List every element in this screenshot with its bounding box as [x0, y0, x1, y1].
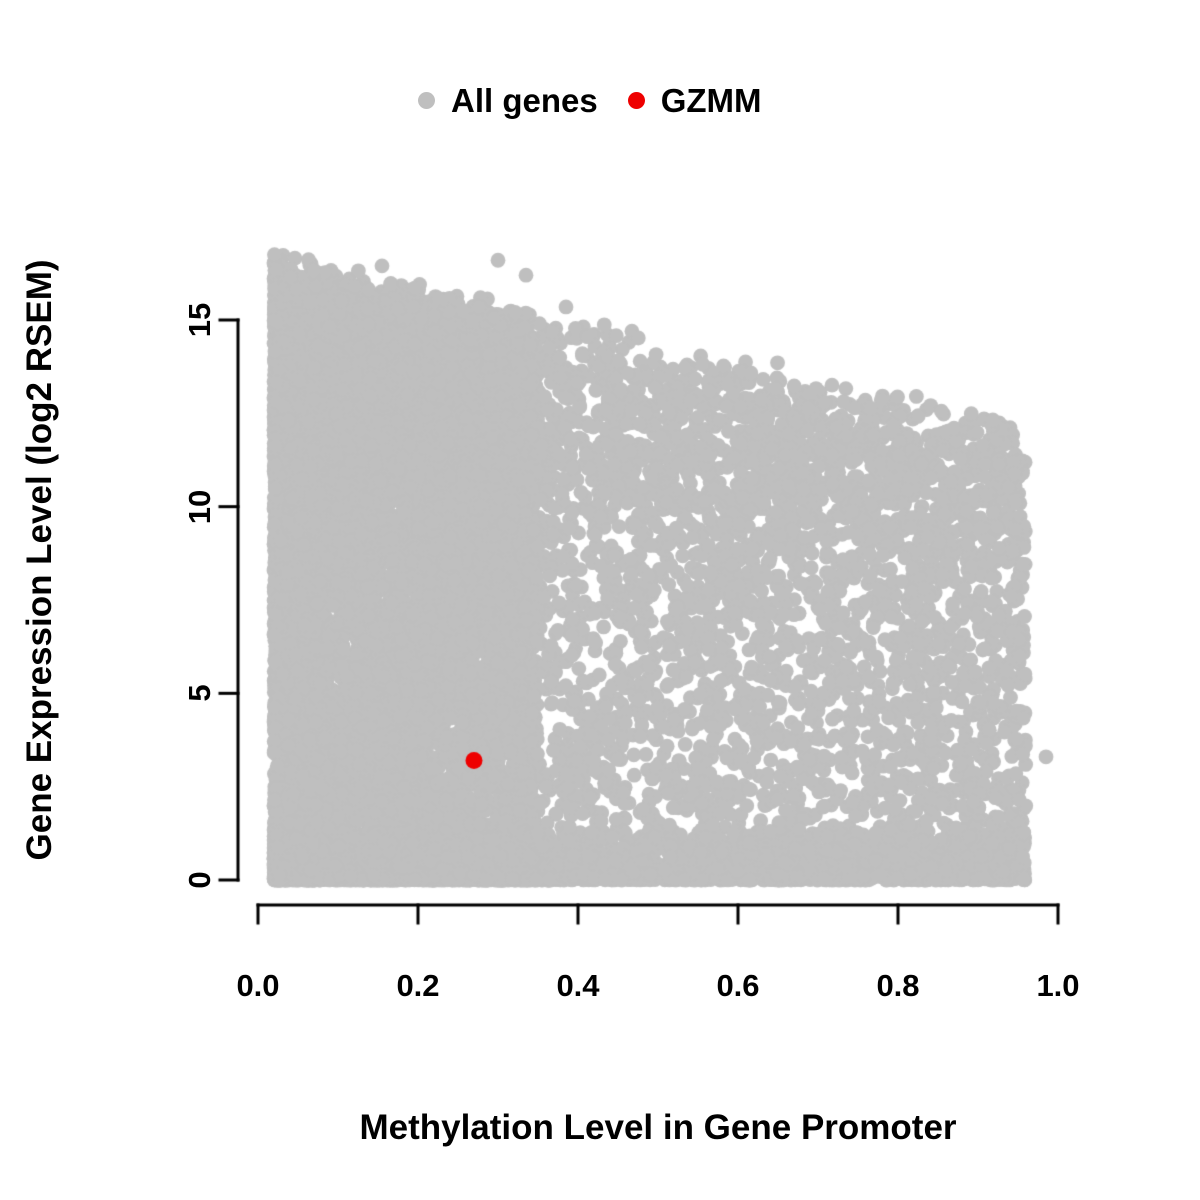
all-genes-dot-icon — [418, 92, 435, 109]
x-tick-label: 1.0 — [1036, 968, 1080, 1003]
y-tick-label: 0 — [182, 871, 217, 889]
y-axis-label: Gene Expression Level (log2 RSEM) — [20, 259, 59, 861]
y-tick-label: 5 — [182, 684, 217, 702]
legend: All genes GZMM — [418, 84, 762, 117]
x-tick-label: 0.4 — [556, 968, 600, 1003]
x-axis-label: Methylation Level in Gene Promoter — [359, 1108, 957, 1147]
x-tick-label: 0.2 — [396, 968, 440, 1003]
x-tick-label: 0.8 — [876, 968, 920, 1003]
legend-item-gzmm: GZMM — [627, 82, 762, 119]
y-tick-label: 15 — [182, 302, 217, 338]
legend-label-gzmm: GZMM — [660, 82, 762, 119]
x-tick-label: 0.0 — [236, 968, 280, 1003]
gzmm-dot-icon — [627, 92, 645, 109]
legend-item-all-genes: All genes — [418, 84, 598, 117]
y-tick-label: 10 — [182, 489, 217, 524]
legend-label-all-genes: All genes — [451, 82, 598, 119]
x-tick-label: 0.6 — [716, 968, 760, 1003]
